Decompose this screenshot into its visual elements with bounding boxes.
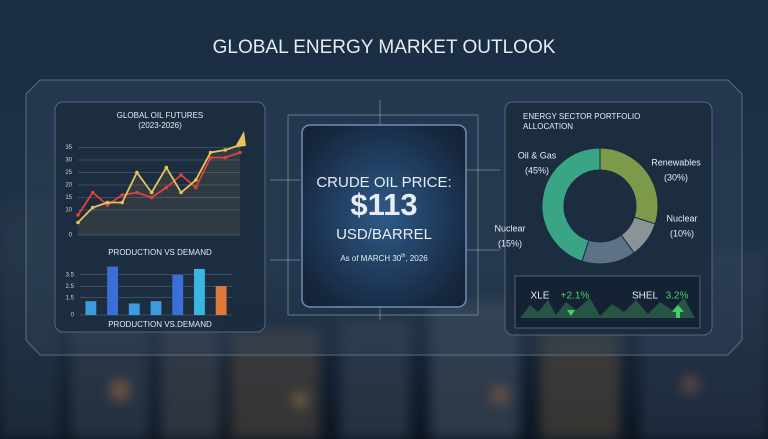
series-point [120,200,124,205]
y-tick-label: 35 [65,145,72,151]
trend-arrow [235,131,246,147]
series-point [223,148,228,152]
chart-title: ALLOCATION [523,122,573,131]
series-line [77,144,241,224]
y-tick-label: 10 [65,208,72,214]
x-axis-label: PRODUCTION VS.DEMAND [108,320,212,329]
bar [107,266,118,315]
price-card [301,124,467,308]
y-tick-label: 0 [71,313,75,319]
y-tick-label: 20 [65,183,72,189]
y-tick-label: 1.5 [66,295,75,301]
chart-subtitle: (2023-2026) [138,121,182,130]
slice-value-label: (10%) [670,228,694,238]
bar [215,286,227,315]
bar [85,301,97,315]
series-point [105,200,110,205]
chart-title: PRODUCTION VS DEMAND [108,248,212,257]
series-point [149,195,154,200]
price-value: $113 [350,187,417,222]
series-point [238,150,242,155]
y-tick-label: 15 [65,195,72,201]
ticker-change: 3.2% [666,291,689,302]
series-point [194,185,198,190]
series-point [149,190,154,195]
slice-value-label: (45%) [525,165,549,175]
series-point [179,190,183,195]
plot-area [78,145,240,235]
series-point [90,205,95,210]
as-of-text: As of MARCH 30 [340,254,401,263]
series-point [105,203,110,207]
slice-label: Renewables [651,157,701,167]
ticker-change: +2.1% [561,291,590,302]
circuit-lines [270,100,500,320]
series-point [179,173,183,177]
donut-slice [581,234,635,265]
bar [128,303,140,315]
slice-label: Nuclear [494,223,525,233]
as-of-year: , 2026 [405,254,428,263]
as-of-date: As of MARCH 30th, 2026 [340,253,428,263]
ticker-symbol: SHEL [632,291,659,302]
price-label: CRUDE OIL PRICE: [316,174,451,191]
y-tick-label: 30 [65,158,72,164]
ticker-symbol: XLE [531,291,550,302]
y-tick-label: 25 [65,170,72,176]
down-arrow [567,310,575,316]
ticker-sparkline [520,298,695,318]
up-arrow [672,305,684,318]
chart-title: GLOBAL OIL FUTURES [117,111,204,120]
ticker-box [514,275,701,329]
series-point [164,165,169,170]
slice-value-label: (15%) [498,238,522,248]
price-unit: USD/BARREL [336,226,432,243]
page-title: GLOBAL ENERGY MARKET OUTLOOK [213,37,556,58]
series-point [223,155,228,160]
slice-label: Oil & Gas [518,150,557,160]
series-point [76,213,80,217]
series-point [208,150,213,155]
y-tick-label: 0 [69,233,73,239]
series-point [208,155,213,160]
donut-slice [541,147,601,262]
series-point [90,190,95,195]
slice-value-label: (30%) [664,172,688,182]
y-tick-label: 2.5 [66,284,75,290]
series-point [120,193,124,197]
series-point [164,185,169,190]
as-of-superscript: th [401,253,405,259]
series-point [194,178,198,182]
series-point [135,170,139,175]
bar [172,274,184,315]
slice-label: Nuclear [666,213,697,223]
y-tick-label: 3.5 [66,272,75,278]
bar [150,301,162,315]
chart-title: ENERGY SECTOR PORTFOLIO [523,112,640,121]
series-point [76,220,80,225]
series-point [135,190,139,195]
bar [194,268,205,315]
